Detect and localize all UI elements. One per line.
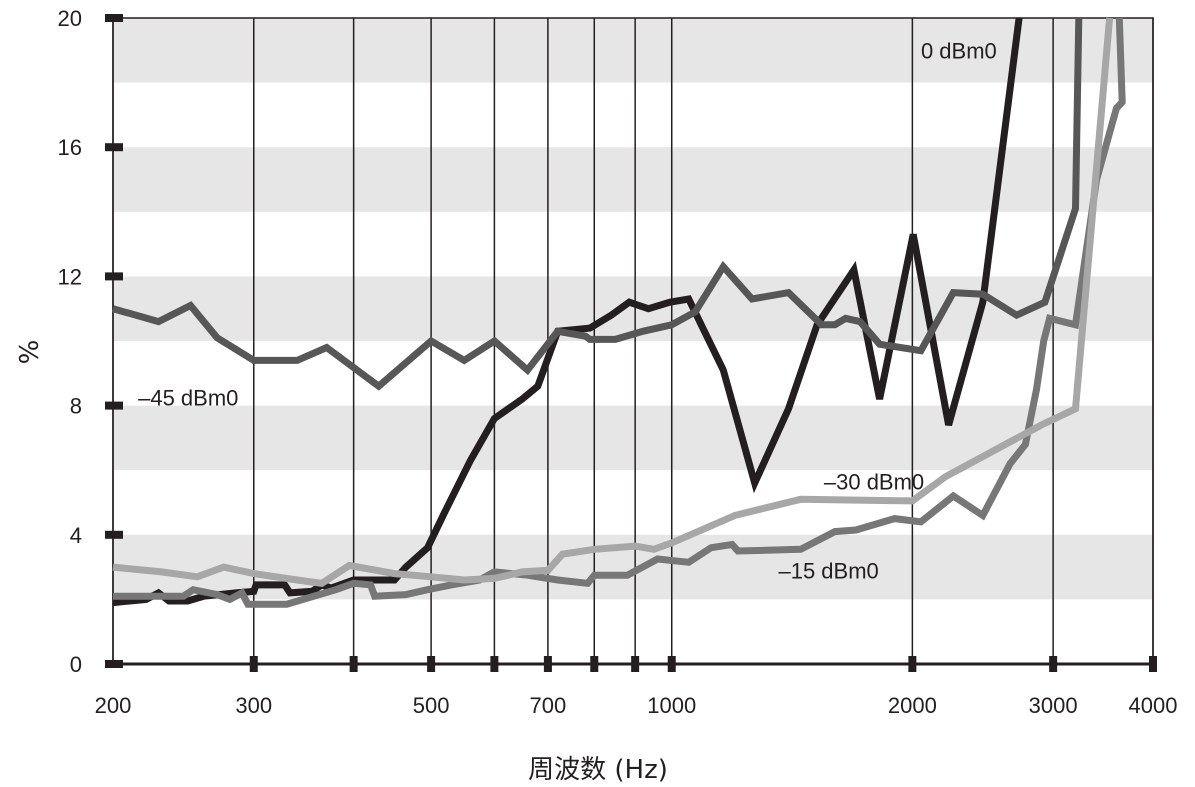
y-tick-mark <box>105 401 123 410</box>
y-tick-label: 20 <box>58 6 82 31</box>
grid-band <box>113 147 1153 212</box>
y-tick-label: 16 <box>58 135 82 160</box>
y-tick-label: 4 <box>70 523 82 548</box>
x-tick-label: 4000 <box>1129 693 1178 718</box>
x-tick-mark <box>543 656 552 672</box>
x-tick-label: 1000 <box>647 693 696 718</box>
x-tick-mark <box>490 656 499 672</box>
x-tick-label: 300 <box>235 693 272 718</box>
series-lines <box>112 17 1126 608</box>
x-tick-mark <box>908 656 917 672</box>
series-label: –15 dBm0 <box>778 558 878 583</box>
x-tick-mark <box>349 656 358 672</box>
series-labels: 0 dBm0 –15 dBm0 –30 dBm0 –45 dBm0 <box>138 38 997 583</box>
y-tick-mark <box>105 143 123 152</box>
series-label: 0 dBm0 <box>921 38 997 63</box>
x-tick-label: 2000 <box>888 693 937 718</box>
x-axis-title: 周波数 (Hz) <box>528 755 668 785</box>
x-tick-mark <box>667 656 676 672</box>
axis-ticks <box>105 14 1157 672</box>
grid-bands <box>113 18 1153 600</box>
y-tick-label: 8 <box>70 394 82 419</box>
x-tick-mark <box>427 656 436 672</box>
y-tick-label: 12 <box>58 264 82 289</box>
series-line--15-dbm0 <box>113 17 1126 608</box>
y-tick-mark <box>105 660 123 668</box>
grid-band <box>113 405 1153 471</box>
x-tick-mark <box>1149 656 1157 672</box>
x-tick-label: 200 <box>95 693 132 718</box>
x-tick-mark <box>631 656 640 672</box>
y-tick-mark <box>105 14 123 22</box>
x-tick-label: 500 <box>413 693 450 718</box>
grid-band <box>113 18 1153 83</box>
series-label: –45 dBm0 <box>138 386 238 411</box>
y-axis-title: % <box>15 340 45 365</box>
series-line--45-dbm0 <box>112 17 1083 391</box>
x-tick-mark <box>1049 656 1058 672</box>
x-tick-label: 700 <box>530 693 567 718</box>
y-tick-label: 0 <box>70 652 82 677</box>
series-label: –30 dBm0 <box>824 470 924 495</box>
y-tick-mark <box>105 272 123 281</box>
series-line--30-dbm0 <box>112 17 1114 587</box>
y-tick-mark <box>105 530 123 539</box>
x-tick-mark <box>590 656 599 672</box>
x-tick-label: 3000 <box>1029 693 1078 718</box>
tick-labels: 0 4 8 12 16 20 200 300 500 700 1000 2000 3000 4000 <box>58 6 1178 718</box>
x-tick-mark <box>249 656 258 672</box>
